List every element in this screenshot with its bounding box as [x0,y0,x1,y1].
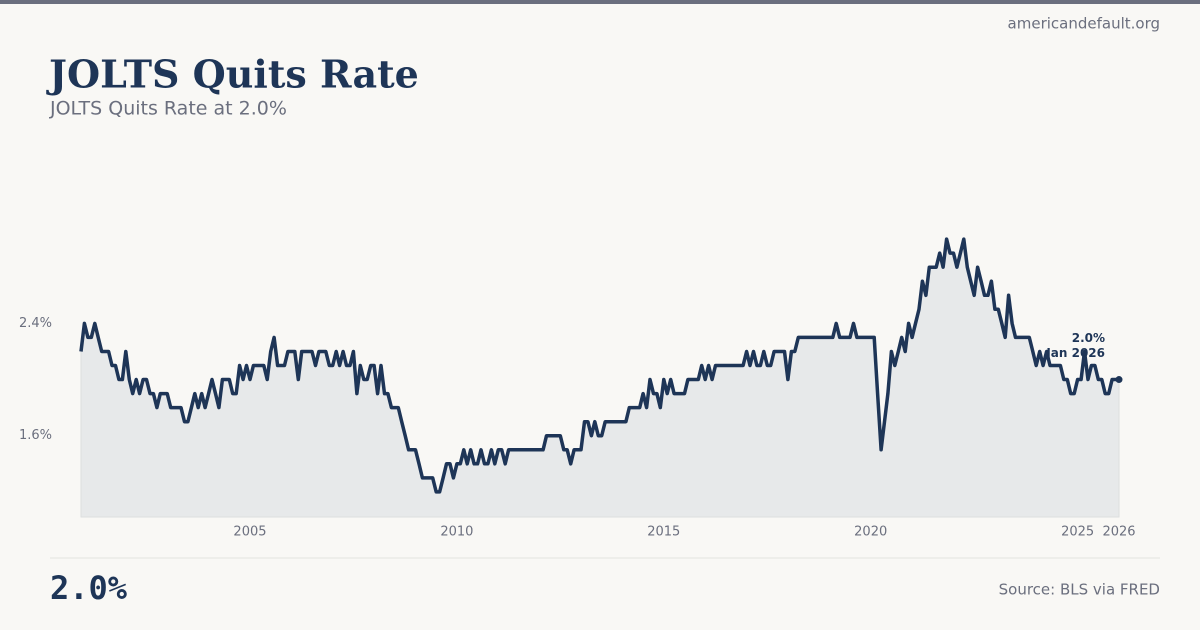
y-tick-label: 1.6% [19,428,52,443]
y-tick-label: 2.4% [19,316,52,331]
x-tick-label: 2010 [440,525,473,540]
end-point [1115,376,1123,384]
chart-title: JOLTS Quits Rate [46,52,419,97]
headline-value: 2.0% [50,569,128,607]
x-tick-label: 2005 [233,525,266,540]
x-tick-label: 2015 [647,525,680,540]
end-value-label: 2.0% [1072,331,1105,345]
end-date-label: Jan 2026 [1045,346,1105,360]
x-tick-label: 2026 [1102,525,1135,540]
x-tick-label: 2025 [1061,525,1094,540]
chart-subtitle: JOLTS Quits Rate at 2.0% [49,98,287,120]
x-tick-label: 2020 [854,525,887,540]
source: Source: BLS via FRED [999,581,1160,599]
top-bar [0,0,1200,4]
site-name: americandefault.org [1008,15,1160,33]
line [79,237,1119,494]
